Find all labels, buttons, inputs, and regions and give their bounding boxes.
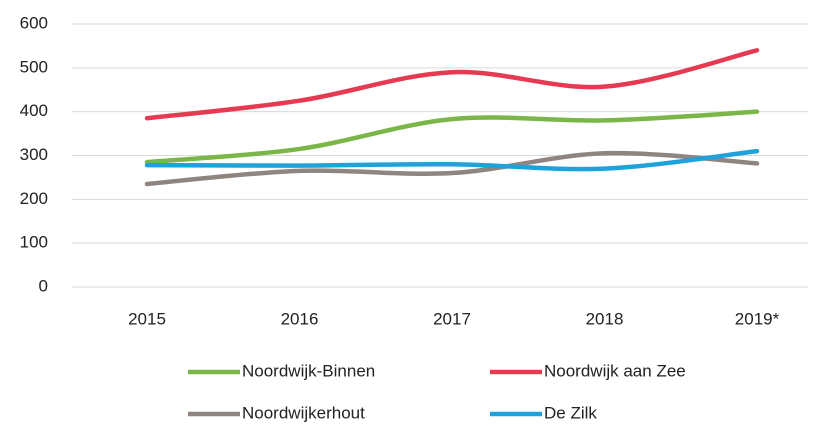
y-tick-label: 400	[20, 101, 48, 120]
y-tick-label: 300	[20, 145, 48, 164]
x-tick-label: 2017	[433, 309, 471, 328]
series-line	[144, 148, 760, 172]
legend-label: Noordwijkerhout	[242, 403, 365, 422]
series-line	[144, 150, 760, 187]
legend-label: De Zilk	[544, 403, 597, 422]
x-tick-label: 2019*	[735, 309, 780, 328]
x-tick-label: 2018	[586, 309, 624, 328]
y-tick-label: 100	[20, 233, 48, 252]
series-line	[144, 48, 760, 121]
legend-label: Noordwijk-Binnen	[242, 361, 375, 380]
x-tick-label: 2015	[128, 309, 166, 328]
y-tick-label: 500	[20, 57, 48, 76]
y-tick-label: 600	[20, 13, 48, 32]
y-tick-label: 0	[39, 276, 48, 295]
x-tick-label: 2016	[281, 309, 319, 328]
series-line	[144, 109, 760, 165]
legend-label: Noordwijk aan Zee	[544, 361, 686, 380]
y-tick-label: 200	[20, 189, 48, 208]
